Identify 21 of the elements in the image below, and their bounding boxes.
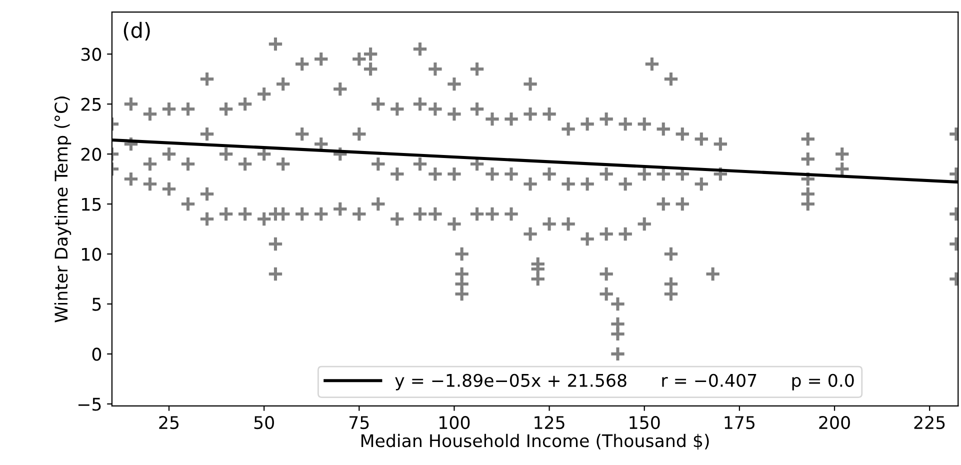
y-tick-label: 0: [92, 348, 102, 361]
x-tick-label: 150: [630, 416, 660, 430]
y-tick-label: 15: [82, 198, 101, 211]
legend-label: y = −1.89e−05x + 21.568 r = −0.407 p = 0.0: [395, 374, 854, 390]
x-tick-label: 200: [819, 416, 850, 430]
x-tick-label: 50: [254, 416, 274, 430]
x-tick-label: 100: [440, 416, 470, 430]
x-tick-label: 225: [914, 416, 945, 430]
x-tick-label: 125: [534, 416, 564, 430]
x-tick-label: 25: [159, 416, 179, 430]
y-tick-label: 20: [81, 148, 102, 161]
y-tick-label: −5: [78, 398, 101, 411]
x-tick-label: 175: [724, 416, 754, 430]
y-tick-label: 30: [81, 48, 102, 61]
y-axis-title: Winter Daytime Temp (°C): [54, 96, 72, 322]
y-tick-label: 10: [82, 248, 102, 261]
y-tick-label: 25: [81, 98, 101, 111]
y-tick-label: 5: [92, 298, 101, 311]
x-axis-title: Median Household Income (Thousand $): [361, 434, 709, 450]
annotation: (d): [124, 22, 150, 41]
x-tick-label: 75: [350, 416, 369, 430]
